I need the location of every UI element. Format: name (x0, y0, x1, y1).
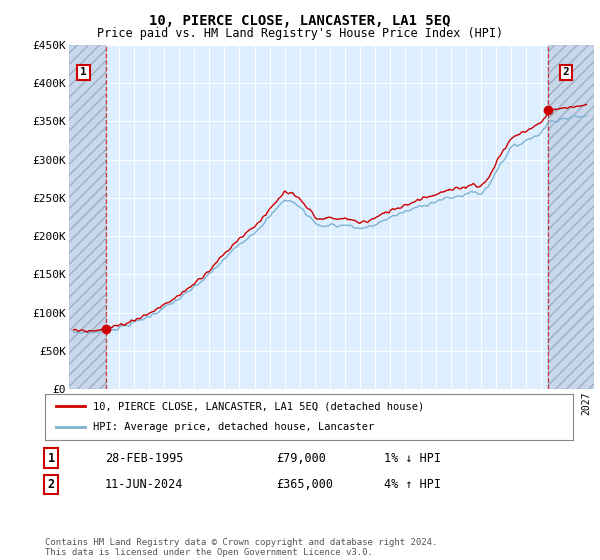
Text: 10, PIERCE CLOSE, LANCASTER, LA1 5EQ (detached house): 10, PIERCE CLOSE, LANCASTER, LA1 5EQ (de… (92, 401, 424, 411)
Text: Contains HM Land Registry data © Crown copyright and database right 2024.
This d: Contains HM Land Registry data © Crown c… (45, 538, 437, 557)
Text: 1% ↓ HPI: 1% ↓ HPI (384, 451, 441, 465)
Text: £79,000: £79,000 (276, 451, 326, 465)
Text: 1: 1 (47, 451, 55, 465)
Text: 1: 1 (80, 67, 87, 77)
Text: 2: 2 (47, 478, 55, 491)
Text: 28-FEB-1995: 28-FEB-1995 (105, 451, 184, 465)
Bar (69, 45, 106, 389)
Text: £365,000: £365,000 (276, 478, 333, 491)
Text: Price paid vs. HM Land Registry's House Price Index (HPI): Price paid vs. HM Land Registry's House … (97, 27, 503, 40)
Text: HPI: Average price, detached house, Lancaster: HPI: Average price, detached house, Lanc… (92, 422, 374, 432)
Text: 11-JUN-2024: 11-JUN-2024 (105, 478, 184, 491)
Text: 4% ↑ HPI: 4% ↑ HPI (384, 478, 441, 491)
Text: 2: 2 (563, 67, 569, 77)
Bar (548, 45, 594, 389)
Text: 10, PIERCE CLOSE, LANCASTER, LA1 5EQ: 10, PIERCE CLOSE, LANCASTER, LA1 5EQ (149, 14, 451, 28)
